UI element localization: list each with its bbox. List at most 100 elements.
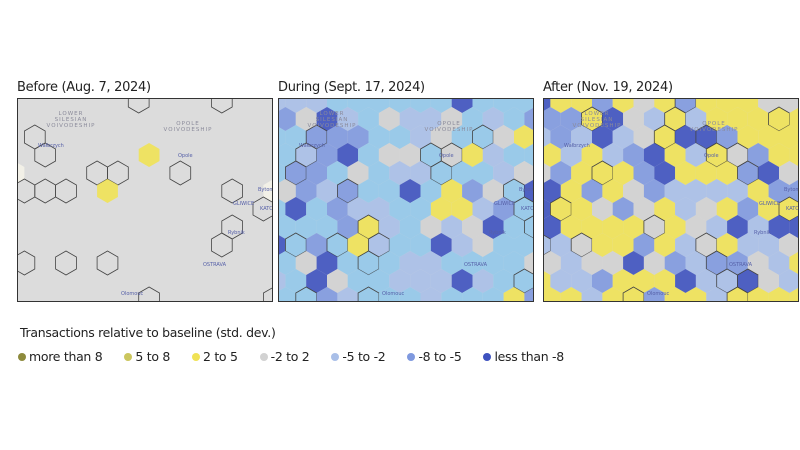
city-label: KATO <box>260 206 273 212</box>
hex-cell <box>602 143 624 167</box>
hex-cell <box>623 179 644 203</box>
hex-cell <box>737 233 759 257</box>
hex-cell <box>685 215 707 239</box>
hex-cell <box>221 178 244 204</box>
city-label: Olomouc <box>382 291 405 297</box>
hex-cell <box>633 197 655 221</box>
panel-title: During (Sept. 17, 2024) <box>278 80 425 95</box>
hex-cell <box>695 99 717 113</box>
hex-cell <box>685 143 707 167</box>
hex-cell <box>550 233 572 257</box>
region-label: LOWER SILESIAN VOIVODESHIP <box>572 111 622 129</box>
hex-cell <box>550 125 572 149</box>
hex-cell <box>747 179 769 203</box>
city-label: Opole <box>439 153 454 159</box>
hex-cell <box>643 251 665 275</box>
city-label: Wałbrzych <box>299 143 325 149</box>
hex-cell <box>279 287 296 301</box>
hex-cell <box>295 215 317 239</box>
hex-cell <box>623 215 644 239</box>
hex-cell <box>695 197 717 221</box>
hex-cell <box>430 233 452 257</box>
city-label: Olomouc <box>121 291 144 297</box>
city-label: KATO <box>786 206 799 212</box>
hex-cell <box>716 233 738 257</box>
hex-cell <box>347 197 369 221</box>
hex-cell <box>306 233 327 257</box>
hex-cell <box>571 269 592 293</box>
hex-cell <box>493 161 514 185</box>
hex-cell <box>716 99 738 113</box>
hex-cell <box>654 197 676 221</box>
legend-label: 5 to 8 <box>135 349 170 364</box>
hex-layer <box>544 99 798 301</box>
hex-cell <box>252 196 272 222</box>
hex-cell <box>279 179 296 203</box>
hex-cell <box>664 179 686 203</box>
hex-cell <box>285 125 307 149</box>
hex-cell <box>493 269 514 293</box>
city-label: Wałbrzych <box>564 143 590 149</box>
region-label: OPOLE VOIVODESHIP <box>163 121 213 133</box>
hex-cell <box>602 215 624 239</box>
hex-cell <box>399 215 421 239</box>
hex-cell <box>544 215 561 239</box>
hex-cell <box>138 286 160 301</box>
hex-cell <box>675 197 696 221</box>
hex-cell <box>211 99 233 114</box>
hex-cell <box>758 125 779 149</box>
hex-cell <box>654 233 676 257</box>
hex-cell <box>306 269 327 293</box>
hex-cell <box>441 215 463 239</box>
hex-cell <box>758 197 779 221</box>
hex-cell <box>493 99 514 113</box>
hex-cell <box>410 161 431 185</box>
hex-cell <box>653 124 676 150</box>
city-label: OSTRAVA <box>464 262 488 268</box>
city-label: Bytom <box>784 187 799 193</box>
hex-cell <box>316 287 338 301</box>
hex-cell <box>664 287 686 301</box>
hex-cell <box>368 161 390 185</box>
hex-cell <box>675 269 696 293</box>
hex-cell <box>399 287 421 301</box>
legend-title: Transactions relative to baseline (std. … <box>20 325 276 340</box>
hex-cell <box>664 251 686 275</box>
hex-cell <box>685 287 707 301</box>
hex-cell <box>779 125 798 149</box>
hex-cell <box>347 125 369 149</box>
hex-cell <box>643 287 665 301</box>
hex-cell <box>550 269 572 293</box>
hex-cell <box>768 179 790 203</box>
hex-cell <box>169 160 192 186</box>
hex-cell <box>378 251 400 275</box>
hex-cell <box>544 271 551 291</box>
hex-cell <box>758 269 779 293</box>
hex-cell <box>420 107 442 131</box>
hex-cell <box>368 269 390 293</box>
hex-cell <box>410 125 431 149</box>
hex-map[interactable]: LOWER SILESIAN VOIVODESHIP OPOLE VOIVODE… <box>17 98 273 302</box>
hex-cell <box>18 250 36 276</box>
hex-cell <box>378 107 400 131</box>
hex-cell <box>592 269 613 293</box>
hex-cell <box>523 215 533 239</box>
hex-cell <box>602 179 624 203</box>
hex-cell <box>279 127 286 147</box>
hex-cell <box>571 197 592 221</box>
hex-map[interactable]: LOWER SILESIAN VOIVODESHIP OPOLE VOIVODE… <box>543 98 799 302</box>
city-label: Opole <box>704 153 719 159</box>
map-panel-before: Before (Aug. 7, 2024) LOWER SILESIAN VOI… <box>17 80 273 302</box>
hex-cell <box>685 179 707 203</box>
hex-cell <box>347 161 369 185</box>
legend-label: less than -8 <box>494 349 564 364</box>
hex-cell <box>279 163 286 183</box>
hex-cell <box>420 287 442 301</box>
hex-cell <box>602 107 624 131</box>
hex-cell <box>430 269 452 293</box>
hex-cell <box>316 251 338 275</box>
hex-cell <box>358 179 379 203</box>
hex-map[interactable]: LOWER SILESIAN VOIVODESHIP OPOLE VOIVODE… <box>278 98 534 302</box>
hex-cell <box>503 107 525 131</box>
hex-cell <box>285 99 307 113</box>
